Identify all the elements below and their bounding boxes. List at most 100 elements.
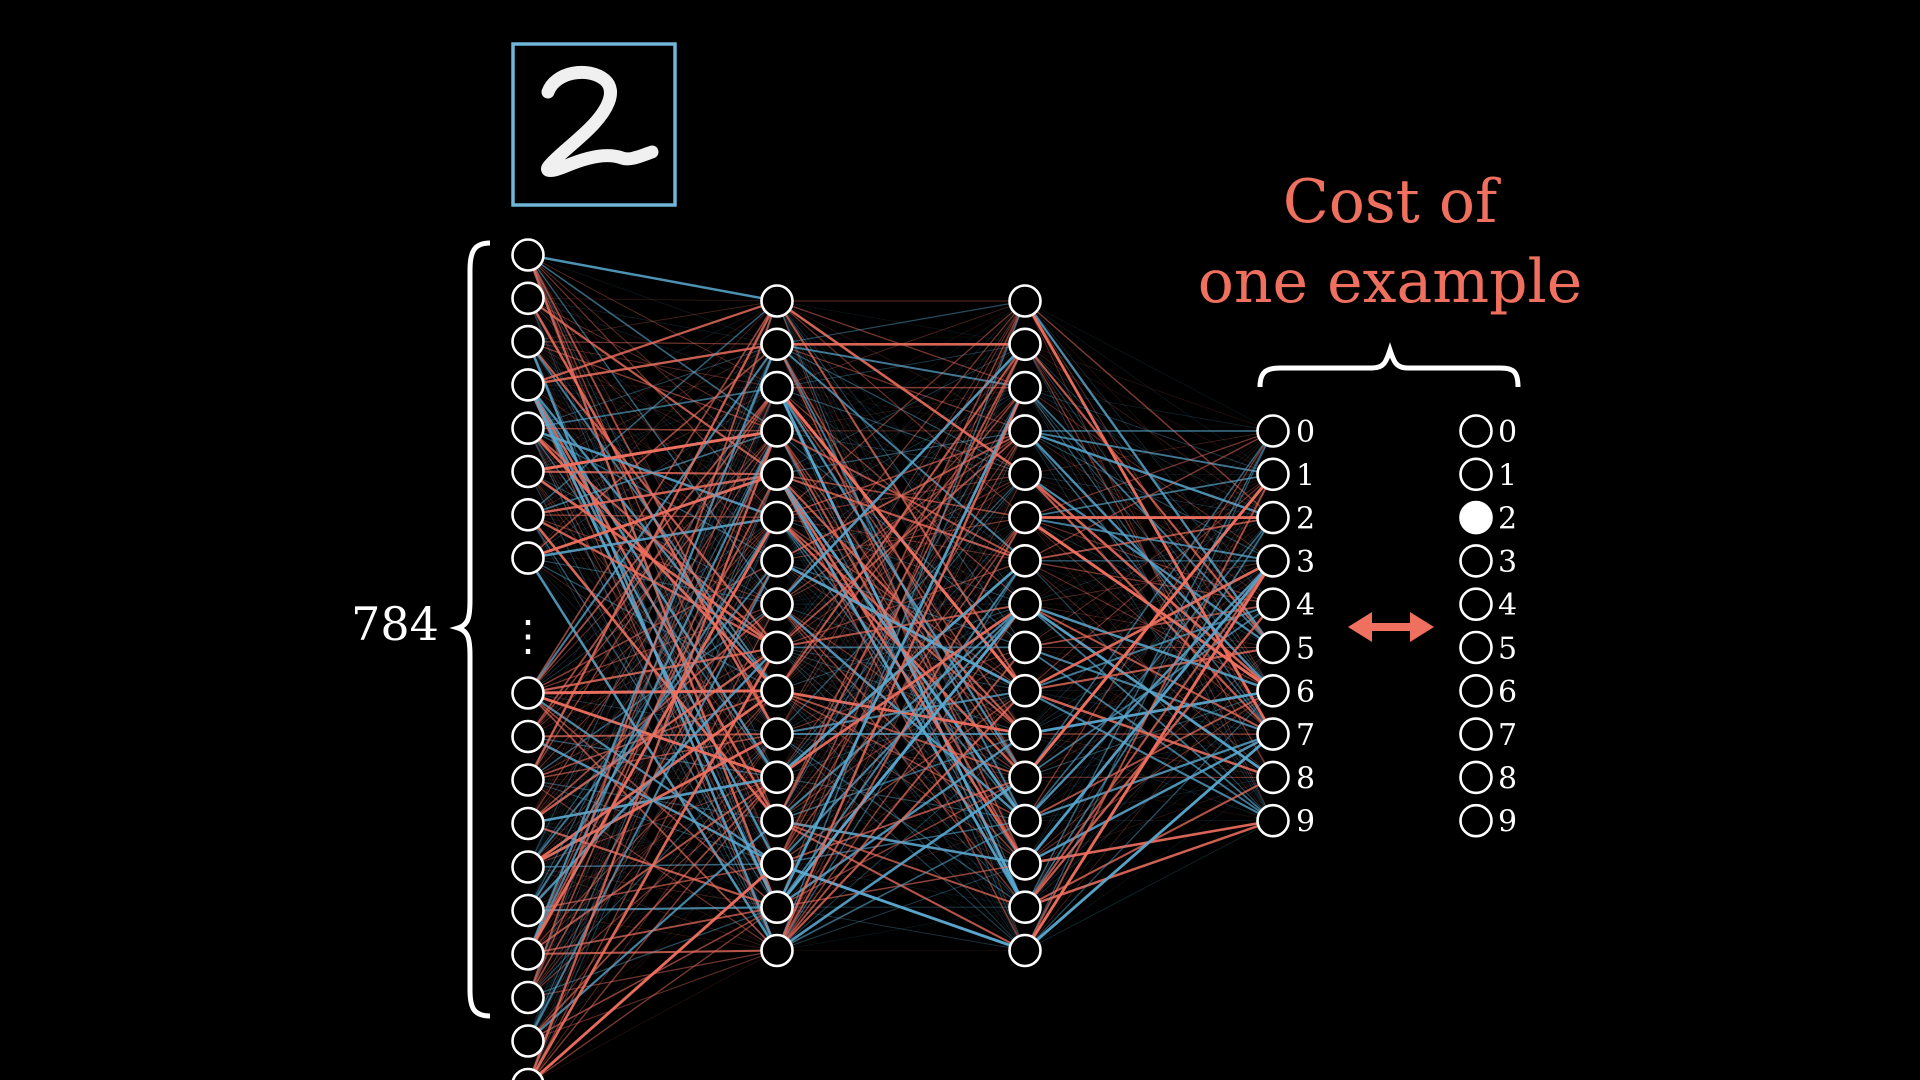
weight-edge [530, 733, 778, 1080]
weight-edge [527, 517, 778, 1042]
weight-edge [533, 906, 778, 1080]
weight-edge [527, 776, 778, 1042]
weight-edge [527, 560, 778, 1042]
weight-edge [527, 300, 778, 824]
weight-edge [527, 384, 778, 388]
weight-edge [527, 517, 778, 694]
neuron [1256, 630, 1290, 665]
weight-edge [531, 820, 778, 1080]
output-labels: 0 1 2 3 4 5 6 7 8 9 [1296, 415, 1315, 840]
neuron [511, 719, 545, 754]
weight-edge [1024, 560, 1274, 605]
target-neuron-active [1459, 500, 1493, 535]
weight-edge [527, 344, 778, 824]
weight-edge [1024, 430, 1274, 821]
weight-edge [776, 343, 1026, 562]
weight-edge [527, 557, 778, 865]
weight-edge [776, 300, 1026, 345]
weight-edge [1024, 430, 1274, 562]
layer-output [1256, 414, 1290, 838]
target-neuron [1459, 673, 1493, 708]
weight-edge [527, 820, 778, 955]
weight-edge [1024, 429, 1274, 476]
weight-edge [527, 387, 778, 1042]
weight-edge [527, 427, 778, 432]
neuron [1008, 587, 1042, 621]
neuron [760, 370, 794, 405]
weight-edge [1024, 430, 1274, 735]
neuron [1008, 543, 1042, 578]
target-digit-label: 8 [1498, 761, 1517, 796]
neuron [760, 543, 794, 578]
neuron [1008, 370, 1042, 405]
weight-edge [527, 430, 778, 955]
output-digit-label: 4 [1296, 588, 1315, 623]
weight-edge [776, 300, 1026, 518]
weight-edge [1024, 429, 1274, 519]
weight-edge [527, 557, 778, 605]
weight-edge [776, 300, 1026, 865]
weight-edge [530, 690, 778, 1080]
weight-edge [528, 430, 779, 1080]
neuron [760, 933, 794, 968]
weight-edge [527, 300, 778, 1042]
output-digit-label: 3 [1296, 545, 1315, 580]
neuron [511, 893, 545, 928]
target-digit-label: 9 [1498, 805, 1517, 840]
input-count-label: 784 [351, 597, 439, 651]
weight-edge [527, 300, 778, 998]
neuron [1008, 933, 1042, 968]
weight-edge [529, 474, 778, 1080]
weight-edge [527, 387, 778, 868]
neuron [511, 676, 545, 710]
weight-edge [776, 344, 1026, 518]
weight-edge [776, 517, 1026, 951]
output-digit-label: 6 [1296, 675, 1315, 710]
weight-edge [776, 344, 1026, 562]
weight-edge [527, 254, 778, 345]
target-output-column: 0 1 2 3 4 5 6 7 8 9 [1459, 414, 1517, 840]
neuron [1008, 284, 1042, 318]
weight-edge [529, 560, 778, 1080]
neuron [511, 497, 545, 532]
weight-edge [527, 344, 778, 516]
weight-edge [1023, 473, 1275, 779]
weight-edge [527, 300, 778, 955]
weight-edge [1024, 733, 1274, 952]
weight-edge [1024, 560, 1274, 735]
neuron [511, 937, 545, 971]
neuron [1256, 500, 1290, 535]
weight-edge [527, 344, 778, 868]
neuron [1256, 803, 1290, 838]
weight-edge [527, 300, 778, 516]
weight-edge [776, 300, 1026, 605]
weight-edge [1024, 430, 1274, 648]
neuron [511, 411, 545, 446]
weight-edge [527, 343, 778, 387]
weight-edge [776, 300, 1026, 778]
neuron [1256, 717, 1290, 751]
neuron [511, 1067, 545, 1080]
target-digit-label: 5 [1498, 632, 1517, 667]
weight-edge [776, 603, 1026, 822]
weight-edge [1024, 647, 1274, 908]
weight-edge [1024, 517, 1274, 865]
weight-edge [527, 253, 778, 303]
neuron [760, 587, 794, 621]
neuron-layers [511, 238, 1290, 1080]
weight-edge [527, 344, 778, 911]
neuron [511, 324, 545, 359]
neuron [1008, 414, 1042, 448]
weight-edge [776, 344, 1026, 518]
weight-edge [527, 690, 778, 955]
weight-edge [776, 300, 1026, 691]
neuron [1008, 717, 1042, 751]
weight-edge [527, 299, 778, 386]
weight-edge [776, 517, 1026, 865]
weight-edge [1024, 430, 1274, 475]
weight-edge [1024, 690, 1274, 865]
weight-edge [1024, 474, 1274, 908]
weight-edge [1024, 473, 1274, 648]
weight-edge [527, 300, 778, 429]
handwritten-digit-strokes [541, 65, 659, 177]
